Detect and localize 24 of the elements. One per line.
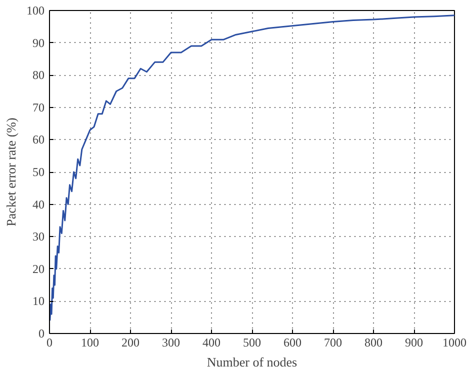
y-tick-label: 30 [32,230,44,244]
y-tick-label: 40 [32,197,44,212]
x-tick-label: 500 [243,336,261,350]
x-tick-label: 600 [284,336,302,350]
y-tick-label: 50 [32,165,44,179]
y-tick-label: 70 [32,100,44,114]
y-tick-label: 90 [32,36,44,50]
y-tick-label: 60 [32,132,44,147]
x-tick-label: 100 [81,336,99,350]
y-axis-title: Packet error rate (%) [4,118,18,226]
y-tick-label: 10 [32,294,44,308]
y-tick-label: 100 [26,4,44,18]
x-axis-title: Number of nodes [206,354,298,370]
x-tick-label: 300 [162,336,180,350]
y-tick-label: 80 [32,68,44,82]
y-tick-label: 0 [38,326,44,340]
x-tick-label: 400 [202,336,220,350]
x-tick-label: 200 [122,336,140,350]
x-tick-label: 800 [364,336,382,350]
x-tick-label: 900 [405,336,423,350]
x-tick-label: 1000 [442,336,466,350]
x-tick-label: 700 [324,336,342,350]
y-tick-label: 20 [32,262,44,276]
line-series [50,14,454,322]
